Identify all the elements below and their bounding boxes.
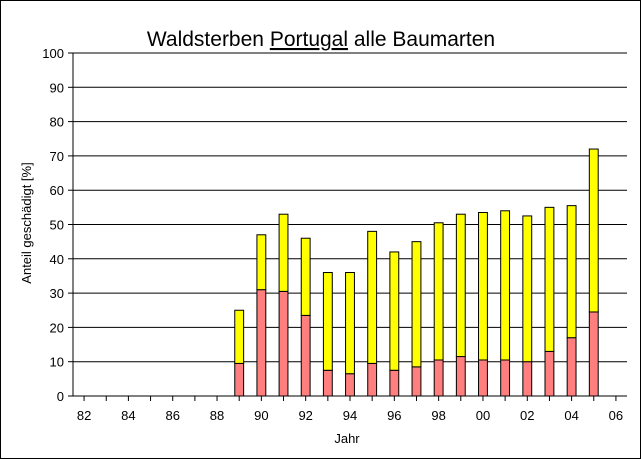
x-tick-label-2: 86 <box>165 408 179 423</box>
bar-2000-segment-1 <box>478 359 488 397</box>
y-tick-label-0: 0 <box>57 389 64 404</box>
chart-title: Waldsterben Portugal alle Baumarten <box>147 28 495 51</box>
x-axis-label: Jahr <box>334 431 360 446</box>
bars <box>234 148 599 397</box>
bar-1990-segment-2 <box>256 234 267 291</box>
x-tick-label-7: 96 <box>387 408 401 423</box>
bar-2002-segment-2 <box>522 215 533 363</box>
y-tick-label-9: 90 <box>50 80 64 95</box>
x-tick-label-6: 94 <box>343 408 357 423</box>
bar-1993-segment-1 <box>322 369 333 397</box>
bar-1992-segment-1 <box>300 314 311 397</box>
bar-2001-segment-1 <box>500 359 511 397</box>
bar-1989-segment-1 <box>234 362 245 397</box>
bar-2001-segment-2 <box>500 210 511 361</box>
x-tick-label-4: 90 <box>254 408 268 423</box>
bar-2004-segment-1 <box>566 337 577 397</box>
axes <box>68 52 627 401</box>
x-tick-label-10: 02 <box>520 408 534 423</box>
chart-title-country: Portugal <box>270 28 348 51</box>
bar-2000-segment-2 <box>478 211 488 361</box>
bar-2005-segment-2 <box>588 148 599 313</box>
bar-2005-segment-1 <box>588 311 599 397</box>
y-tick-label-7: 70 <box>50 149 64 164</box>
y-tick-label-3: 30 <box>50 286 64 301</box>
y-tick-label-4: 40 <box>50 252 64 267</box>
bar-2003-segment-1 <box>544 350 555 397</box>
x-tick-label-12: 06 <box>609 408 623 423</box>
y-tick-label-8: 80 <box>50 115 64 130</box>
bar-1994-segment-1 <box>345 373 355 397</box>
bar-2002-segment-1 <box>522 361 533 397</box>
y-tick-label-6: 60 <box>50 183 64 198</box>
bar-1998-segment-1 <box>433 359 444 397</box>
bar-1995-segment-2 <box>367 230 378 364</box>
bar-2004-segment-2 <box>566 205 577 339</box>
x-tick-label-3: 88 <box>210 408 224 423</box>
chart-title-part-1: Waldsterben <box>147 28 270 51</box>
x-tick-label-8: 98 <box>431 408 445 423</box>
chart-title-part-2: alle Baumarten <box>348 28 495 51</box>
bar-1997-segment-2 <box>411 241 422 368</box>
bar-1998-segment-2 <box>433 222 444 361</box>
bar-1990-segment-1 <box>256 289 267 397</box>
bar-1991-segment-1 <box>278 290 289 397</box>
gridlines <box>73 52 627 363</box>
y-tick-label-1: 10 <box>50 355 64 370</box>
bar-1995-segment-1 <box>367 362 378 397</box>
bar-1993-segment-2 <box>322 272 333 371</box>
bar-1996-segment-2 <box>389 251 400 371</box>
y-tick-label-5: 50 <box>50 218 64 233</box>
bar-1992-segment-2 <box>300 237 311 316</box>
x-tick-label-0: 82 <box>77 408 91 423</box>
x-tick-label-11: 04 <box>564 408 578 423</box>
x-tick-label-1: 84 <box>121 408 135 423</box>
bar-1999-segment-2 <box>455 213 466 358</box>
y-tick-labels: 0 10 20 30 40 50 60 70 80 90 100 <box>42 46 64 404</box>
y-axis-label: Anteil geschädigt [%] <box>19 162 34 283</box>
bar-1989-segment-2 <box>234 309 245 364</box>
bar-1997-segment-1 <box>411 366 422 397</box>
y-tick-label-2: 20 <box>50 320 64 335</box>
bar-2003-segment-2 <box>544 206 555 352</box>
bar-1991-segment-2 <box>278 213 289 292</box>
x-tick-label-5: 92 <box>298 408 312 423</box>
bar-1999-segment-1 <box>455 356 466 397</box>
x-tick-label-9: 00 <box>476 408 490 423</box>
y-tick-label-10: 100 <box>42 46 64 61</box>
bar-1994-segment-2 <box>345 272 355 375</box>
bar-1996-segment-1 <box>389 369 400 397</box>
x-tick-labels: 82 84 86 88 90 92 94 96 98 00 02 04 06 <box>77 408 623 423</box>
